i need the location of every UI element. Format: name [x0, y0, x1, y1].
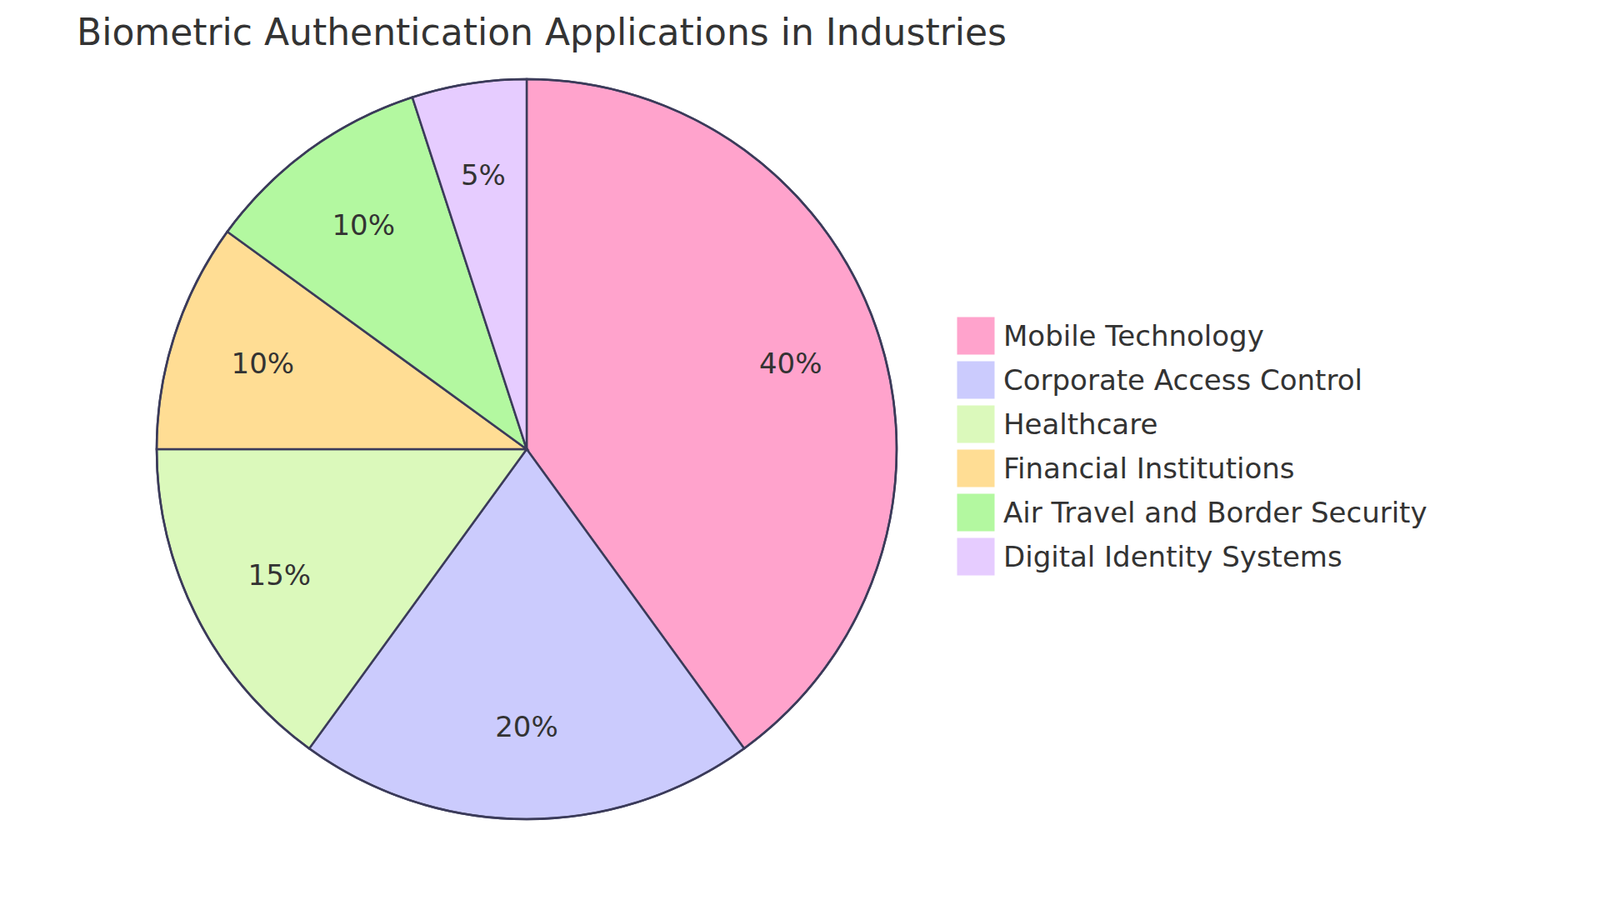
slices: [156, 79, 897, 820]
data-label: 20%: [495, 710, 559, 744]
legend-label: Financial Institutions: [1003, 451, 1295, 485]
legend-swatch: [957, 361, 995, 399]
legend-swatch: [957, 450, 995, 487]
legend: Mobile Technology Corporate Access Contro…: [957, 317, 1428, 575]
pie-outline: [156, 79, 897, 820]
data-label: 10%: [231, 346, 295, 380]
slice: [156, 449, 527, 749]
data-label: 15%: [248, 558, 312, 592]
legend-label: Mobile Technology: [1003, 319, 1265, 353]
legend-swatch: [957, 317, 995, 355]
legend-label: Digital Identity Systems: [1003, 540, 1343, 574]
data-label: 10%: [331, 208, 395, 242]
legend-label: Air Travel and Border Security: [1003, 495, 1428, 530]
legend-swatch: [957, 538, 995, 575]
slice: [412, 79, 527, 450]
legend-swatch: [957, 494, 995, 531]
data-label: 40%: [759, 346, 823, 380]
chart: Biometric Authentication Applications in…: [0, 0, 1600, 900]
legend-label: Healthcare: [1003, 407, 1158, 441]
legend-swatch: [957, 405, 995, 443]
legend-label: Corporate Access Control: [1003, 363, 1363, 397]
data-label: 5%: [460, 158, 506, 192]
data-labels: 40% 20% 15% 10% 10% 5%: [231, 158, 823, 744]
title: Biometric Authentication Applications in…: [76, 10, 1007, 54]
